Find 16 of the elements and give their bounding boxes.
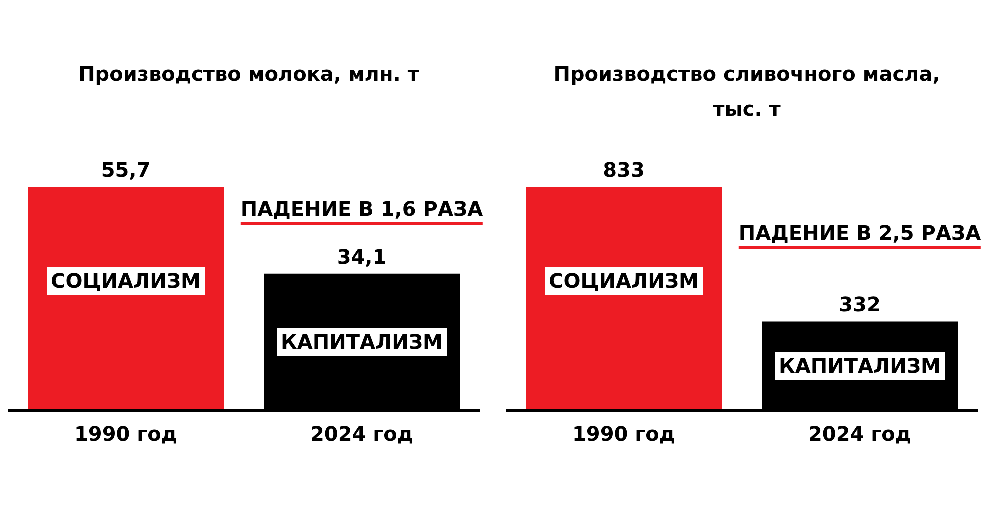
annotation: СОЦИАЛИЗМ bbox=[47, 267, 205, 295]
annotation: КАПИТАЛИЗМ bbox=[775, 352, 945, 380]
data-label: 34,1 bbox=[337, 244, 387, 269]
annotation: ПАДЕНИЕ В 1,6 РАЗА bbox=[240, 197, 484, 226]
data-label: 833 bbox=[603, 158, 645, 182]
x-tick-label: 2024 год bbox=[310, 422, 414, 446]
data-label: 332 bbox=[839, 292, 881, 317]
data-label: 55,7 bbox=[101, 158, 151, 182]
x-tick-label: 2024 год bbox=[808, 422, 912, 446]
x-tick-label: 1990 год bbox=[74, 422, 178, 446]
chart-title: Производство сливочного масла, тыс. т bbox=[552, 61, 942, 123]
annotation: ПАДЕНИЕ В 2,5 РАЗА bbox=[738, 221, 982, 250]
x-tick-label: 1990 год bbox=[572, 422, 676, 446]
annotation: СОЦИАЛИЗМ bbox=[545, 267, 703, 295]
annotation: КАПИТАЛИЗМ bbox=[277, 328, 447, 356]
chart-title: Производство молока, млн. т bbox=[78, 61, 420, 88]
